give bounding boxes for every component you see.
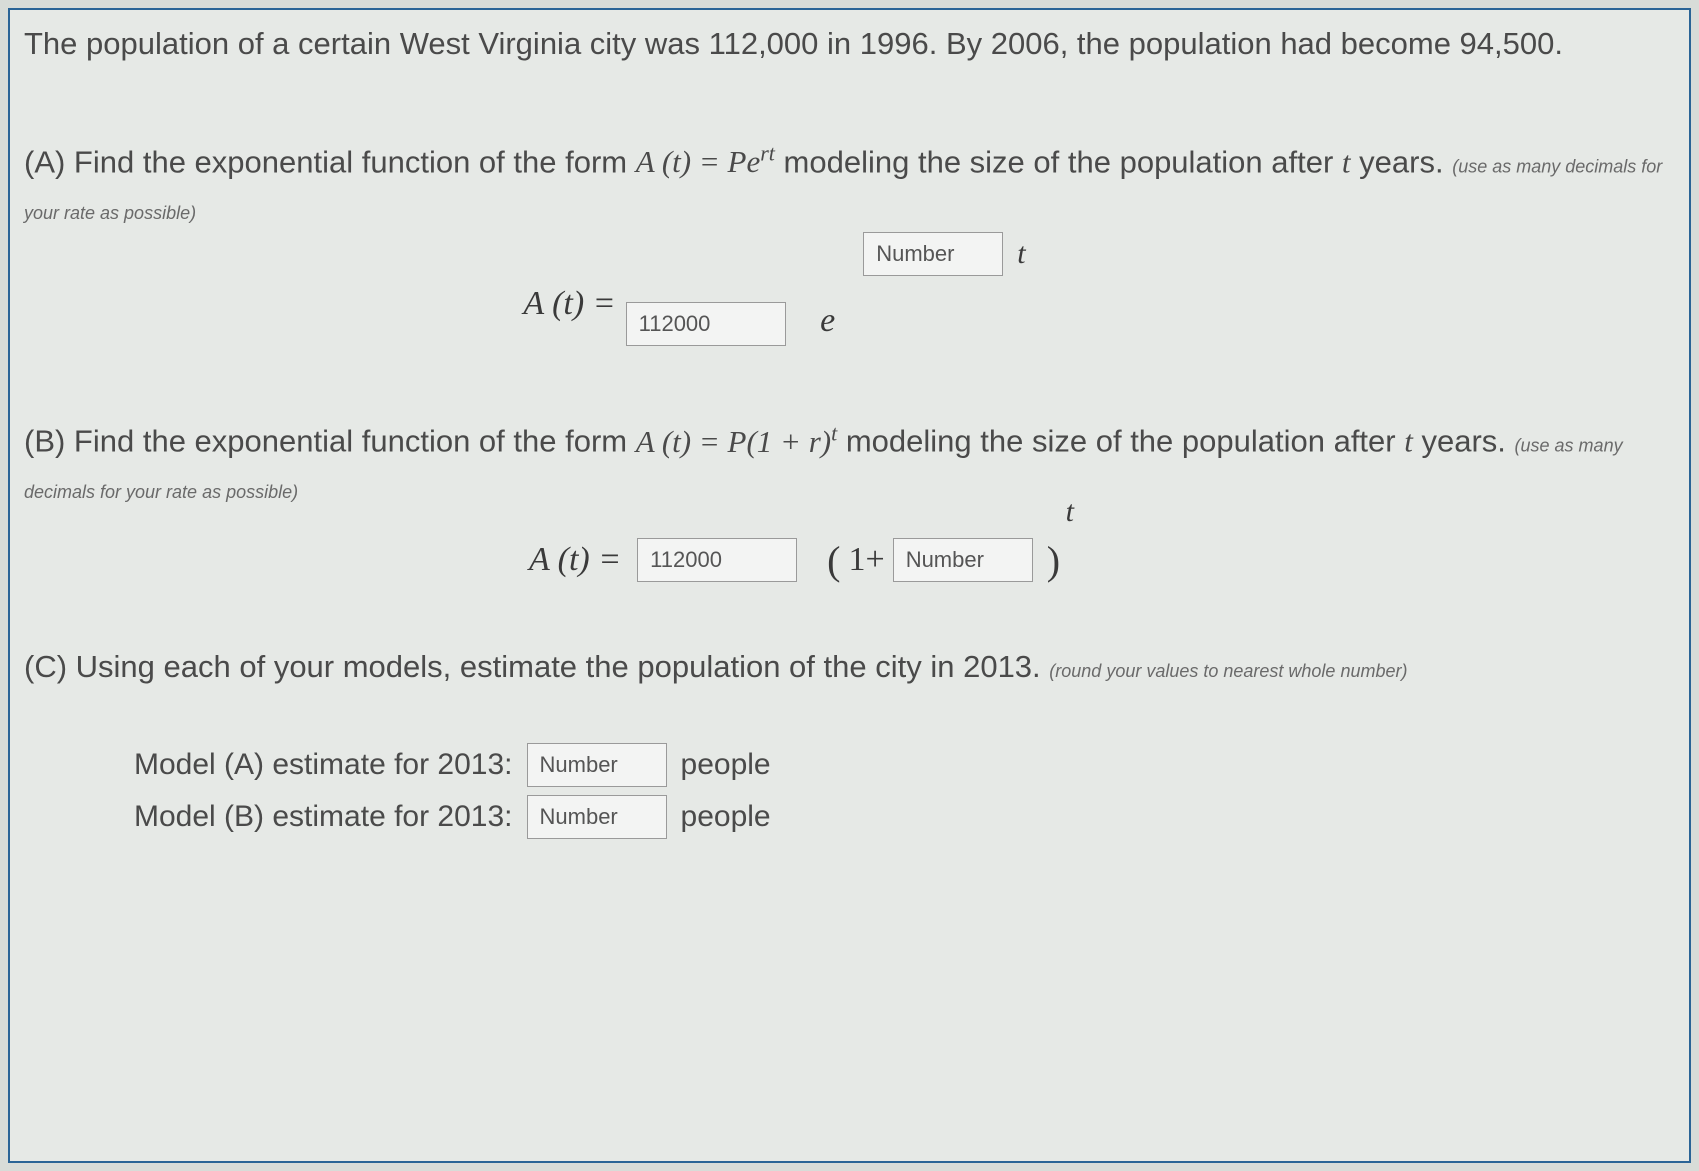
part-c-hint-inline: (round your values to nearest whole numb… (1049, 661, 1407, 681)
model-a-unit: people (681, 748, 771, 782)
part-a-equation: A (t) = 112000 e Number t (24, 262, 1675, 346)
part-a-base-group: 112000 e (626, 262, 846, 346)
part-a-var: t (1342, 144, 1351, 179)
e-symbol: e (820, 302, 835, 339)
part-a-suffix: modeling the size of the population afte… (784, 144, 1342, 179)
part-b-suffix2: years. (1421, 424, 1505, 459)
model-b-label: Model (B) estimate for 2013: (134, 800, 513, 834)
part-c-prefix: (C) Using each of your models, estimate … (24, 649, 1049, 684)
exp-var-b: t (1066, 495, 1074, 529)
model-a-label: Model (A) estimate for 2013: (134, 748, 513, 782)
one-plus: 1+ (849, 541, 885, 579)
close-paren: ) (1047, 537, 1060, 584)
eq-lhs-a: A (t) = (523, 285, 615, 323)
part-a-prefix: (A) Find the exponential function of the… (24, 144, 636, 179)
open-paren: ( (827, 537, 840, 584)
part-b-prefix: (B) Find the exponential function of the… (24, 424, 636, 459)
eq-lhs-b: A (t) = (529, 541, 621, 579)
model-a-row: Model (A) estimate for 2013: Number peop… (134, 743, 1675, 787)
model-b-row: Model (B) estimate for 2013: Number peop… (134, 795, 1675, 839)
part-c-prompt: (C) Using each of your models, estimate … (24, 644, 1675, 691)
p-value-input-a[interactable]: 112000 (626, 302, 786, 346)
rate-input-b[interactable]: Number (893, 538, 1033, 582)
part-b-var: t (1404, 424, 1413, 459)
exp-var-a: t (1017, 237, 1025, 271)
rate-input-a[interactable]: Number (863, 232, 1003, 276)
model-a-input[interactable]: Number (527, 743, 667, 787)
question-panel: The population of a certain West Virgini… (8, 8, 1691, 1163)
part-a-prompt: (A) Find the exponential function of the… (24, 137, 1675, 232)
part-b-equation: A (t) = 112000 ( 1+ Number ) t (24, 537, 1675, 584)
p-value-input-b[interactable]: 112000 (637, 538, 797, 582)
intro-text: The population of a certain West Virgini… (24, 22, 1675, 67)
part-a-formula: A (t) = Pert (636, 144, 775, 179)
exponent-group-a: Number t (863, 232, 1025, 276)
model-b-unit: people (681, 800, 771, 834)
part-b-formula: A (t) = P(1 + r)t (636, 424, 838, 459)
part-a-suffix2: years. (1359, 144, 1452, 179)
part-b-prompt: (B) Find the exponential function of the… (24, 416, 1675, 511)
part-b-suffix: modeling the size of the population afte… (846, 424, 1404, 459)
model-b-input[interactable]: Number (527, 795, 667, 839)
paren-group-b: ( 1+ Number ) t (827, 537, 1060, 584)
